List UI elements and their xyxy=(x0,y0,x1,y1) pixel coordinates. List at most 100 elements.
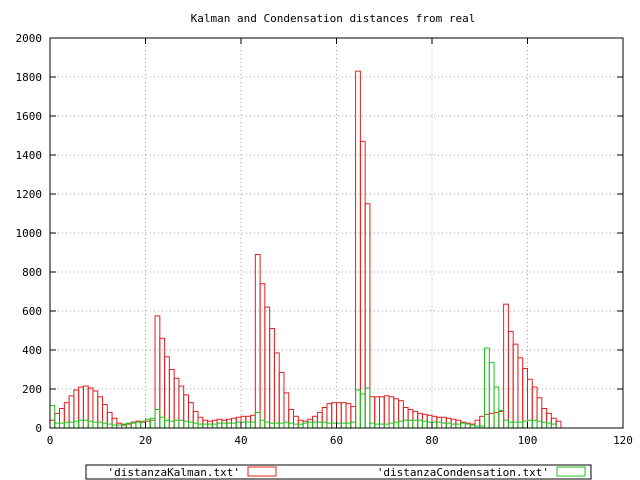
bar xyxy=(187,402,194,429)
bar xyxy=(412,419,419,429)
bar xyxy=(364,203,371,429)
series-layer xyxy=(49,70,562,429)
bar xyxy=(197,416,204,429)
bar xyxy=(336,402,342,429)
bar xyxy=(498,410,505,429)
bar xyxy=(417,419,423,429)
bar xyxy=(264,421,271,429)
bar xyxy=(173,419,180,429)
bar xyxy=(178,385,185,429)
bar xyxy=(550,423,557,429)
bar xyxy=(78,386,84,429)
bar xyxy=(507,421,514,429)
bar xyxy=(398,420,404,429)
bar xyxy=(450,423,457,429)
bar xyxy=(159,416,166,429)
y-tick-label: 800 xyxy=(22,266,42,279)
bar xyxy=(321,407,328,429)
bar xyxy=(63,402,70,429)
bar xyxy=(531,419,538,429)
bar xyxy=(54,422,61,429)
bar xyxy=(484,347,490,429)
bar xyxy=(102,404,108,429)
y-tick-label: 2000 xyxy=(16,32,43,45)
bar xyxy=(316,421,323,429)
bar xyxy=(273,422,280,429)
bar xyxy=(503,419,509,429)
bar xyxy=(68,395,75,429)
bar xyxy=(278,422,285,429)
legend-swatch-kalman xyxy=(247,466,277,477)
bar xyxy=(49,405,56,429)
bar xyxy=(283,421,290,429)
bar xyxy=(407,408,414,429)
bar xyxy=(345,422,352,429)
x-tick-label: 80 xyxy=(425,434,438,447)
bar xyxy=(345,403,352,429)
bar xyxy=(421,420,428,429)
bar xyxy=(154,408,161,429)
bar xyxy=(183,394,189,429)
bar xyxy=(97,421,104,429)
bar xyxy=(431,421,438,429)
bar xyxy=(350,406,357,429)
bar xyxy=(493,386,500,429)
bar xyxy=(207,423,213,429)
bar xyxy=(125,423,132,429)
bar xyxy=(326,422,333,429)
bar xyxy=(359,393,366,429)
bar xyxy=(503,303,509,429)
bar xyxy=(512,343,519,429)
bar xyxy=(140,421,147,429)
bar xyxy=(550,417,557,429)
bar xyxy=(168,369,175,429)
bar xyxy=(302,420,309,429)
bar xyxy=(541,408,548,429)
bar xyxy=(235,421,242,429)
y-tick-label: 1000 xyxy=(16,227,43,240)
bar xyxy=(378,396,385,429)
grid xyxy=(50,38,623,428)
bar xyxy=(54,412,61,429)
bar xyxy=(383,423,390,429)
bar xyxy=(230,422,237,429)
bar xyxy=(82,385,89,429)
y-tick-label: 1600 xyxy=(16,110,43,123)
x-tick-label: 20 xyxy=(139,434,152,447)
chart-title: Kalman and Condensation distances from r… xyxy=(191,12,476,25)
bar xyxy=(350,421,357,429)
bar xyxy=(555,420,562,429)
bar xyxy=(240,421,247,429)
bar xyxy=(355,70,361,429)
bar xyxy=(488,412,495,429)
legend-label-condensation: 'distanzaCondensation.txt' xyxy=(377,466,549,479)
bar xyxy=(73,389,80,429)
bar xyxy=(441,422,447,429)
bar xyxy=(183,420,189,429)
bar xyxy=(536,420,543,429)
bar xyxy=(517,357,524,429)
bar xyxy=(68,421,75,429)
bar xyxy=(278,371,285,429)
y-tick-label: 0 xyxy=(35,422,42,435)
bar xyxy=(106,423,113,429)
bar xyxy=(111,417,118,429)
bar xyxy=(445,422,452,429)
y-tick-label: 1400 xyxy=(16,149,43,162)
bar xyxy=(359,140,366,429)
bar xyxy=(316,411,323,429)
bar xyxy=(145,420,151,429)
bar xyxy=(512,421,519,429)
bar xyxy=(493,411,500,429)
bar xyxy=(187,421,194,429)
bar xyxy=(331,402,338,429)
bar xyxy=(97,396,104,429)
bar xyxy=(464,423,471,429)
bar xyxy=(264,306,271,429)
bar xyxy=(536,397,543,429)
bar xyxy=(426,421,433,429)
bar xyxy=(541,421,548,429)
bar xyxy=(250,421,256,429)
bar xyxy=(355,389,361,429)
